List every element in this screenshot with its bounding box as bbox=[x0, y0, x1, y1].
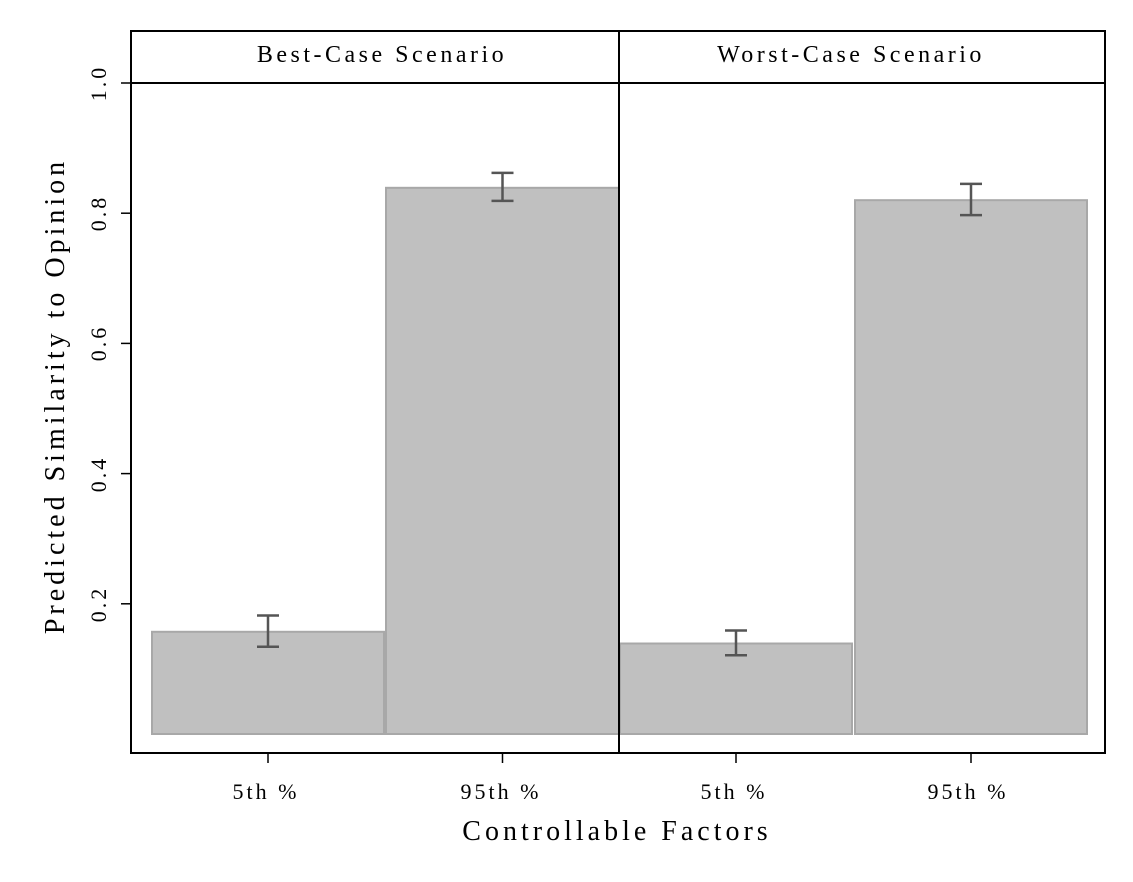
y-tick-label-0.4: 0.4 bbox=[86, 456, 111, 493]
bar-best-5th bbox=[151, 630, 385, 736]
y-tick-label-0.8: 0.8 bbox=[86, 195, 111, 232]
ticks-layer bbox=[121, 82, 972, 763]
bar-worst-95th bbox=[854, 199, 1088, 735]
panel-title-best-case: Best-Case Scenario bbox=[257, 42, 507, 68]
y-tick-label-1.0: 1.0 bbox=[86, 65, 111, 102]
error-bar-best-95th bbox=[491, 171, 514, 203]
frame-layer bbox=[130, 30, 1106, 754]
y-axis-title: Predicted Similarity to Opinion bbox=[40, 158, 71, 634]
y-tick-label-0.2: 0.2 bbox=[86, 586, 111, 623]
bars-layer bbox=[151, 186, 1088, 736]
error-bar-worst-95th bbox=[960, 182, 982, 217]
x-tick-label-worst-95th: 95th % bbox=[928, 779, 1009, 804]
errorbars-layer bbox=[257, 171, 982, 657]
error-bar-best-5th bbox=[257, 614, 279, 649]
x-tick-label-worst-5th: 5th % bbox=[701, 779, 768, 804]
y-tick-label-0.6: 0.6 bbox=[86, 325, 111, 362]
x-tick-label-best-95th: 95th % bbox=[461, 779, 542, 804]
bar-best-95th bbox=[385, 186, 620, 736]
bar-worst-5th bbox=[619, 642, 853, 735]
error-bar-worst-5th bbox=[725, 629, 747, 657]
panel-title-worst-case: Worst-Case Scenario bbox=[717, 42, 985, 68]
y-tick-labels: 0.2 0.4 0.6 0.8 1.0 bbox=[86, 65, 111, 623]
x-axis-title: Controllable Factors bbox=[462, 816, 771, 847]
x-tick-label-best-5th: 5th % bbox=[233, 779, 300, 804]
